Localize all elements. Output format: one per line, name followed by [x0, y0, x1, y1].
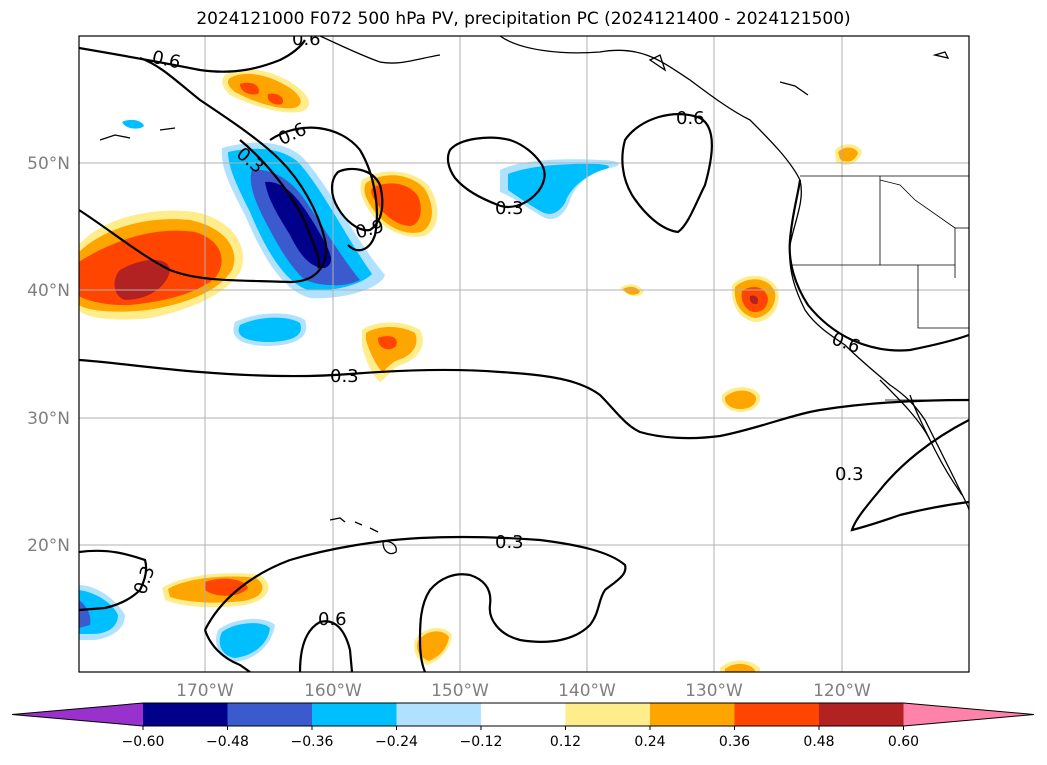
lat-label: 50°N — [27, 154, 70, 174]
lat-label: 20°N — [27, 536, 70, 556]
map-frame — [78, 35, 970, 673]
colorbar-tick-label: −0.36 — [291, 734, 334, 750]
lon-label: 120°W — [813, 681, 871, 701]
map-title: 2024121000 F072 500 hPa PV, precipitatio… — [196, 9, 851, 29]
lon-label: 170°W — [176, 681, 234, 701]
contour-label: 0.6 — [676, 108, 705, 129]
colorbar-tick-label: −0.60 — [122, 734, 165, 750]
contour-label: 0.3 — [330, 366, 359, 387]
longitude-labels: 170°W 160°W 150°W 140°W 130°W 120°W — [176, 681, 871, 701]
state-borders — [790, 175, 969, 401]
colorbar-segment — [819, 703, 904, 726]
latitude-labels: 50°N 40°N 30°N 20°N — [27, 154, 70, 556]
colorbar-tick-label: 0.12 — [550, 734, 581, 750]
contour-label: 0.3 — [495, 198, 524, 219]
lon-label: 160°W — [304, 681, 362, 701]
colorbar-ticks: −0.60 −0.48 −0.36 −0.24 −0.12 0.12 0.24 0.36 0.4… — [122, 726, 919, 750]
colorbar-tick-label: 0.48 — [803, 734, 834, 750]
colorbar-segment — [227, 703, 313, 726]
colorbar-segment — [903, 703, 1034, 726]
colorbar-segment — [12, 703, 143, 726]
lon-label: 140°W — [558, 681, 616, 701]
colorbar-segment — [143, 703, 228, 726]
colorbar-tick-label: 0.24 — [634, 734, 665, 750]
colorbar-tick-label: 0.36 — [719, 734, 750, 750]
colorbar-segment — [734, 703, 820, 726]
colorbar-segment — [565, 703, 651, 726]
colorbar-tick-label: −0.12 — [460, 734, 503, 750]
colorbar-tick-label: −0.48 — [206, 734, 249, 750]
contour-label-group: 0.6 0.6 0.3 0.6 0.9 0.6 0.3 0.3 0.6 0.3 … — [130, 29, 864, 630]
contour-label: 0.3 — [495, 532, 524, 553]
colorbar-segment — [396, 703, 482, 726]
pv-contours — [79, 39, 969, 672]
lon-label: 150°W — [431, 681, 489, 701]
colorbar — [11, 702, 1035, 727]
colorbar-segment — [481, 703, 566, 726]
contour-label: 0.3 — [835, 464, 864, 485]
contour-label: 0.6 — [318, 609, 347, 630]
colorbar-tick-label: −0.24 — [375, 734, 418, 750]
colorbar-segment — [312, 703, 397, 726]
colorbar-tick-label: 0.60 — [888, 734, 919, 750]
colorbar-segment — [650, 703, 735, 726]
lon-label: 130°W — [685, 681, 743, 701]
lat-label: 30°N — [27, 409, 70, 429]
lat-label: 40°N — [27, 281, 70, 301]
contour-label: 0.6 — [292, 29, 321, 50]
map-panel: 0.6 0.6 0.3 0.6 0.9 0.6 0.3 0.3 0.6 0.3 … — [79, 29, 969, 672]
